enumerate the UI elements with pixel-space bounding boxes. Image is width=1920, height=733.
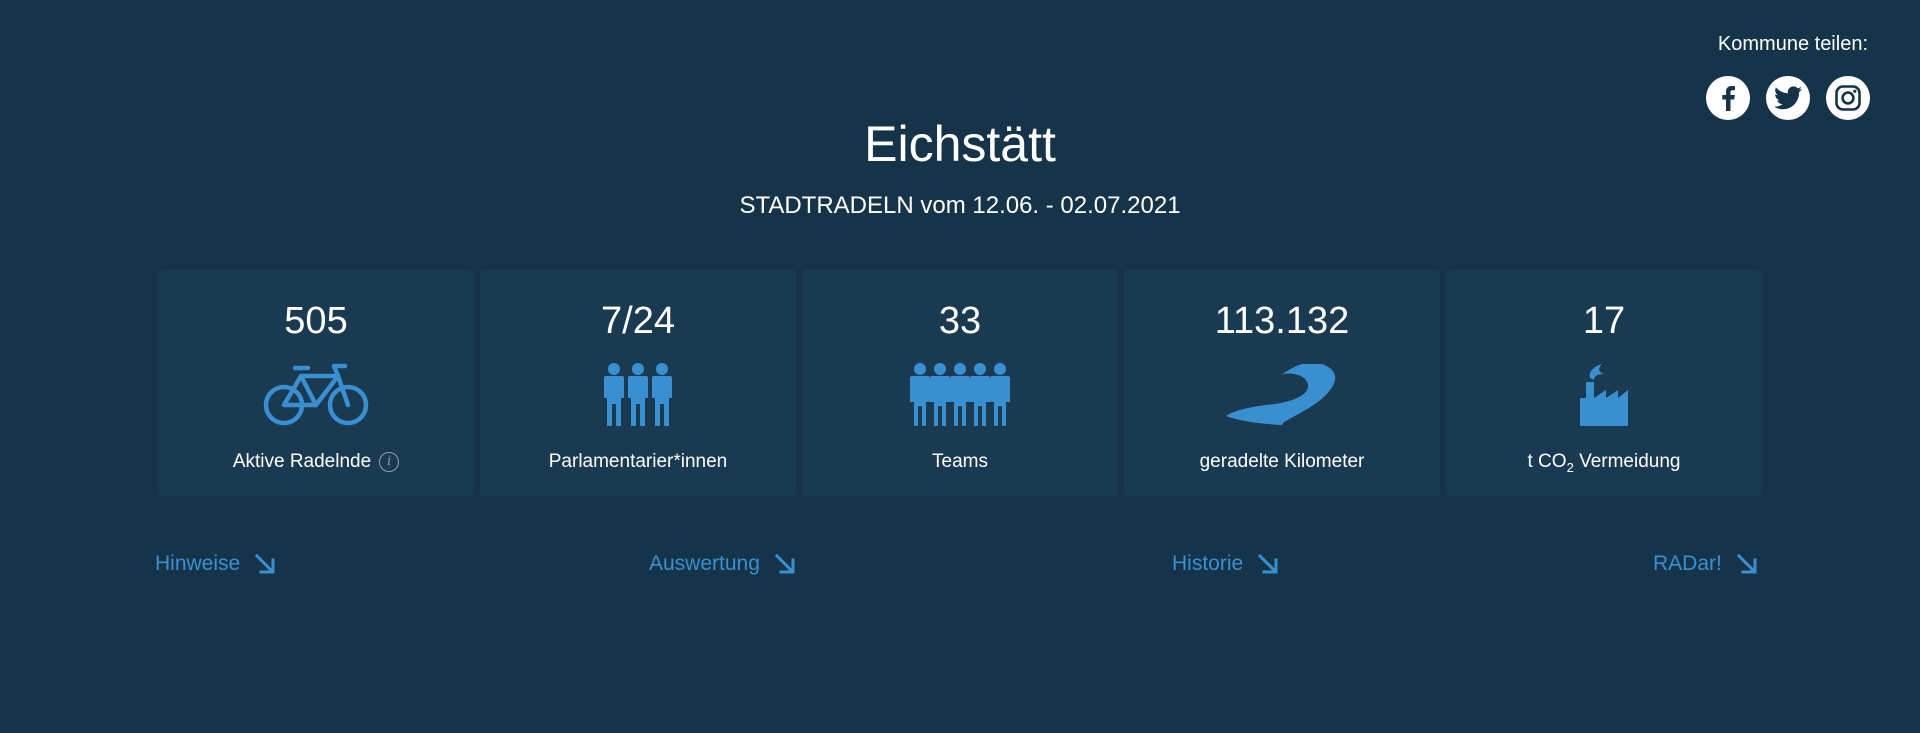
page-subtitle: STADTRADELN vom 12.06. - 02.07.2021 xyxy=(739,192,1181,219)
arrow-down-right-icon xyxy=(1736,553,1757,574)
people-three-icon xyxy=(604,363,672,426)
info-icon[interactable]: i xyxy=(379,452,400,472)
facebook-share-button[interactable] xyxy=(1706,76,1750,120)
stat-card-active-cyclists: 505 Aktive Radelnde i xyxy=(158,270,474,496)
link-label: Auswertung xyxy=(649,552,760,575)
stat-label-text: Teams xyxy=(932,451,988,472)
stat-label-text: Parlamentarier*innen xyxy=(548,451,728,472)
team-group-icon xyxy=(910,363,1010,426)
link-label: Historie xyxy=(1172,552,1244,575)
stat-value: 113.132 xyxy=(1214,300,1350,342)
stat-label-text: Aktive Radelnde xyxy=(232,451,372,472)
instagram-icon xyxy=(1835,85,1861,111)
stat-label: Aktive Radelnde i xyxy=(158,450,474,474)
arrow-down-right-icon xyxy=(255,553,275,574)
arrow-down-right-icon xyxy=(1258,553,1278,574)
link-auswertung[interactable]: Auswertung xyxy=(649,550,796,578)
link-label: RADar! xyxy=(1653,552,1722,575)
share-label: Kommune teilen: xyxy=(1717,33,1868,55)
instagram-share-button[interactable] xyxy=(1826,76,1870,120)
arrow-down-right-icon xyxy=(774,553,795,574)
stat-card-co2: 17 t CO2 Vermeidung xyxy=(1446,270,1762,496)
link-radar[interactable]: RADar! xyxy=(1653,550,1758,578)
bicycle-icon xyxy=(263,363,369,426)
stat-label-text: t CO2 Vermeidung xyxy=(1527,451,1681,475)
link-label: Hinweise xyxy=(155,552,241,575)
page-title: Eichstätt xyxy=(864,116,1056,172)
stat-value: 33 xyxy=(938,300,982,342)
stat-card-kilometers: 113.132 geradelte Kilometer xyxy=(1124,270,1440,496)
stat-value: 17 xyxy=(1582,300,1626,342)
stats-row: 505 Aktive Radelnde i 7/24 xyxy=(158,270,1762,496)
stat-value: 505 xyxy=(284,300,348,342)
stat-card-teams: 33 Teams xyxy=(802,270,1118,496)
factory-icon xyxy=(1580,364,1628,426)
link-historie[interactable]: Historie xyxy=(1172,550,1279,578)
share-section: Kommune teilen: xyxy=(1706,33,1870,120)
twitter-share-button[interactable] xyxy=(1766,76,1810,120)
road-icon xyxy=(1226,364,1336,425)
stat-value: 7/24 xyxy=(601,300,675,342)
facebook-icon xyxy=(1722,86,1735,111)
share-icons xyxy=(1706,76,1870,120)
links-row: Hinweise Auswertung Historie RADar! xyxy=(0,550,1920,580)
stat-label-text: geradelte Kilometer xyxy=(1199,451,1365,472)
link-hinweise[interactable]: Hinweise xyxy=(155,550,276,578)
twitter-icon xyxy=(1774,86,1802,110)
stat-card-parliamentarians: 7/24 Parlamentarier*innen xyxy=(480,270,796,496)
